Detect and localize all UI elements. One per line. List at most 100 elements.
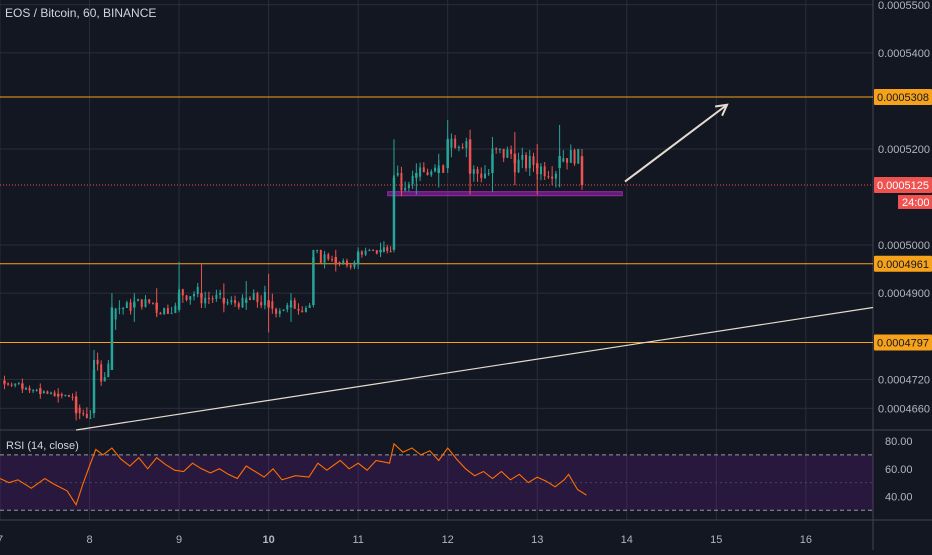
candle-body xyxy=(177,293,181,310)
candle-body xyxy=(495,148,498,150)
candle-body xyxy=(226,302,229,304)
candle-body xyxy=(166,308,169,314)
candle-body xyxy=(334,257,338,265)
candle-body xyxy=(476,169,479,174)
candle-body xyxy=(148,299,151,303)
candle-body xyxy=(32,390,35,392)
candle-body xyxy=(547,176,550,178)
level-price-tag-bg xyxy=(874,255,932,272)
projection-arrow xyxy=(624,103,728,183)
candle-body xyxy=(364,250,367,255)
candle-body xyxy=(230,300,233,303)
candle-body xyxy=(107,363,110,378)
y-tick-label: 0.0005400 xyxy=(878,48,930,60)
candle-body xyxy=(234,300,237,304)
candle-body xyxy=(450,138,453,148)
level-price-tag: 0.0005308 xyxy=(877,92,929,104)
candle-body xyxy=(506,149,509,158)
countdown-tag: 24:00 xyxy=(902,197,930,209)
candle-body xyxy=(24,387,27,390)
candle-body xyxy=(415,172,418,178)
candle-body xyxy=(185,295,188,300)
candle-body xyxy=(301,310,304,313)
candle-body xyxy=(396,172,399,176)
level-price-tag-bg xyxy=(874,334,932,351)
candle-body xyxy=(353,262,356,268)
candle-body xyxy=(271,301,274,309)
candle-body xyxy=(278,310,281,314)
candle-body xyxy=(331,259,334,261)
candle-body xyxy=(382,247,385,252)
candle-body xyxy=(327,254,330,260)
candle-body xyxy=(39,388,42,394)
candle-body xyxy=(159,312,162,315)
candle-body xyxy=(21,383,24,389)
candle-body xyxy=(465,141,468,148)
candle-body xyxy=(118,308,121,310)
candle-body xyxy=(525,154,528,169)
candle-body xyxy=(419,167,422,177)
candle-body xyxy=(35,389,38,391)
x-tick-label: 14 xyxy=(621,534,633,546)
candle-body xyxy=(67,395,70,397)
trendlines xyxy=(76,103,874,431)
candle-body xyxy=(521,154,524,160)
candle-body xyxy=(275,308,278,314)
y-tick-label: 0.0004900 xyxy=(878,288,930,300)
candle-body xyxy=(468,139,472,173)
candle-body xyxy=(110,307,114,370)
candle-body xyxy=(10,384,13,386)
candle-body xyxy=(56,393,60,397)
candle-body xyxy=(532,156,535,165)
candle-body xyxy=(64,395,67,397)
candle-body xyxy=(17,382,20,384)
x-tick-label: 13 xyxy=(531,534,543,546)
x-tick-label: 12 xyxy=(442,534,454,546)
candle-body xyxy=(293,300,296,309)
candle-body xyxy=(114,308,117,320)
rsi-pane xyxy=(0,442,873,511)
candle-body xyxy=(323,254,326,263)
candle-body xyxy=(204,297,207,304)
candle-body xyxy=(252,293,255,300)
rsi-line xyxy=(0,442,587,507)
candle-body xyxy=(319,249,322,263)
y-tick-label: 0.0005200 xyxy=(878,144,930,156)
candle-body xyxy=(386,247,389,251)
candle-body xyxy=(569,149,572,163)
candle-body xyxy=(360,251,363,255)
x-tick-label: 9 xyxy=(176,534,182,546)
candle-body xyxy=(389,250,392,253)
rsi-title: RSI (14, close) xyxy=(6,440,79,452)
candle-body xyxy=(491,153,494,173)
candle-body xyxy=(50,392,53,394)
level-price-tag: 0.0004961 xyxy=(877,259,929,271)
candle-body xyxy=(510,149,513,154)
x-tick-label: 7 xyxy=(0,534,3,546)
candle-body xyxy=(103,377,106,382)
candle-body xyxy=(100,364,103,382)
candle-body xyxy=(543,166,546,177)
candle-body xyxy=(133,302,136,308)
candle-body xyxy=(96,359,99,365)
candle-body xyxy=(215,294,218,299)
candle-body xyxy=(89,417,92,419)
candle-body xyxy=(513,153,517,164)
candle-body xyxy=(260,302,263,306)
candle-body xyxy=(528,156,531,169)
candle-body xyxy=(573,149,576,164)
x-tick-label: 10 xyxy=(262,534,274,546)
x-tick-label: 15 xyxy=(710,534,722,546)
candle-body xyxy=(345,260,348,266)
x-tick-label: 11 xyxy=(352,534,363,546)
candle-body xyxy=(7,383,10,385)
candle-body xyxy=(193,294,195,297)
candle-body xyxy=(308,305,311,308)
candle-body xyxy=(189,296,192,300)
candle-body xyxy=(28,387,31,391)
current-price-tag: 0.0005125 xyxy=(877,180,929,192)
candle-body xyxy=(78,407,81,414)
candle-body xyxy=(566,158,569,163)
